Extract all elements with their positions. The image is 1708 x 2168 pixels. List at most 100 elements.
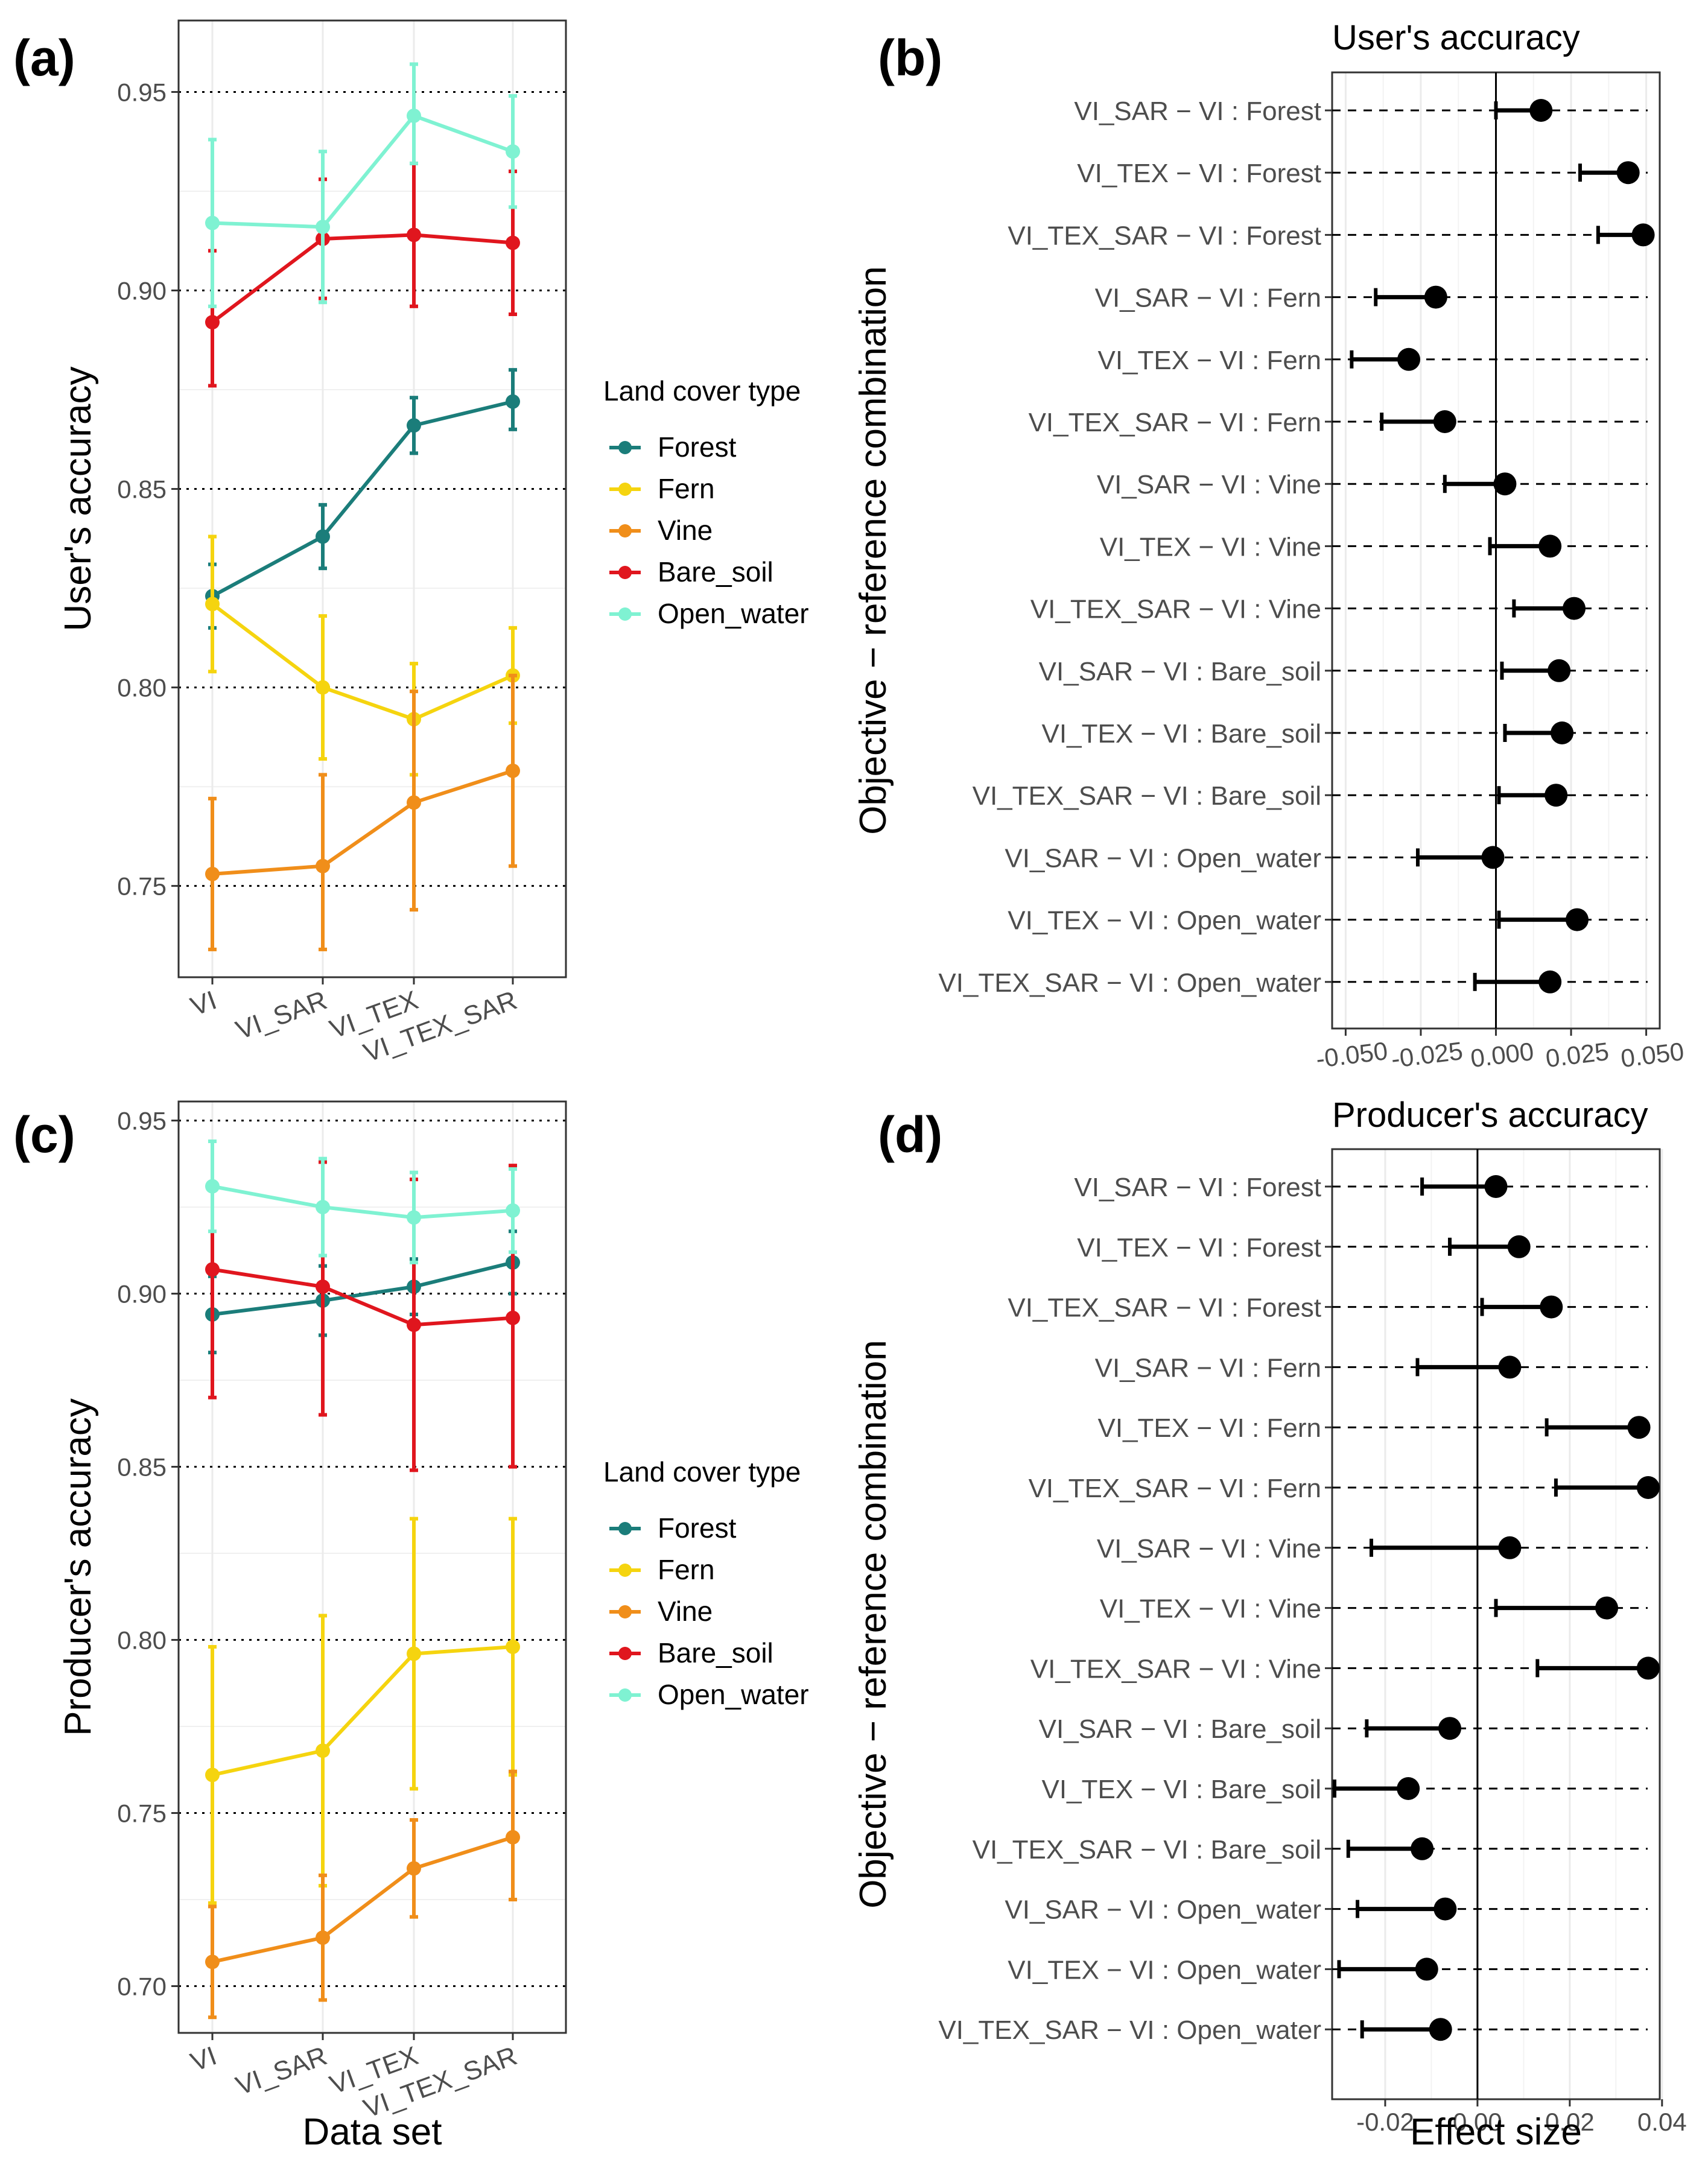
series-line bbox=[212, 1267, 513, 1327]
row-label: VI_SAR − VI : Vine bbox=[1097, 470, 1321, 499]
data-point bbox=[506, 1640, 520, 1655]
legend-label: Forest bbox=[658, 431, 737, 463]
y-tick-label: 0.80 bbox=[117, 674, 167, 702]
row-label: VI_TEX_SAR − VI : Fern bbox=[1029, 408, 1321, 437]
estimate-point bbox=[1551, 721, 1574, 744]
legend-key-point bbox=[618, 1605, 632, 1618]
row-label: VI_SAR − VI : Bare_soil bbox=[1039, 657, 1321, 686]
x-tick-label: 0.00 bbox=[1453, 2108, 1502, 2136]
row-label: VI_SAR − VI : Open_water bbox=[1005, 1895, 1321, 1925]
row-vi-sar-vi-fern: VI_SAR − VI : Fern bbox=[1095, 284, 1447, 313]
row-vi-tex-vi-vine: VI_TEX − VI : Vine bbox=[1100, 532, 1562, 562]
row-label: VI_TEX_SAR − VI : Forest bbox=[1008, 221, 1321, 250]
legend-label: Open_water bbox=[658, 598, 809, 629]
legend-label: Fern bbox=[658, 1554, 715, 1585]
row-vi-tex-sar-vi-vine: VI_TEX_SAR − VI : Vine bbox=[1030, 1654, 1660, 1684]
legend-label: Bare_soil bbox=[658, 1637, 773, 1669]
row-vi-sar-vi-fern: VI_SAR − VI : Fern bbox=[1095, 1353, 1522, 1383]
row-vi-sar-vi-bare-soil: VI_SAR − VI : Bare_soil bbox=[1039, 1714, 1462, 1744]
data-point bbox=[316, 680, 330, 695]
legend-label: Open_water bbox=[658, 1679, 809, 1710]
y-axis-title: Producer's accuracy bbox=[57, 1398, 99, 1736]
estimate-point bbox=[1415, 1957, 1438, 1981]
plot-background bbox=[179, 21, 566, 977]
panel-tag: (c) bbox=[13, 1106, 75, 1163]
estimate-point bbox=[1424, 285, 1447, 309]
data-point bbox=[205, 1262, 220, 1277]
legend-key-point bbox=[618, 1564, 632, 1577]
legend-key-point bbox=[618, 441, 632, 454]
row-vi-tex-vi-forest: VI_TEX − VI : Forest bbox=[1077, 1233, 1531, 1263]
row-label: VI_SAR − VI : Open_water bbox=[1005, 843, 1321, 873]
legend-key-point bbox=[618, 566, 632, 579]
x-tick-label: -0.02 bbox=[1356, 2108, 1414, 2136]
data-point bbox=[316, 1930, 330, 1945]
y-tick-label: 0.95 bbox=[117, 1107, 167, 1135]
row-vi-sar-vi-vine: VI_SAR − VI : Vine bbox=[1097, 1534, 1522, 1564]
row-label: VI_TEX − VI : Open_water bbox=[1008, 1955, 1321, 1985]
row-label: VI_TEX − VI : Forest bbox=[1077, 1233, 1321, 1263]
y-tick-label: 0.85 bbox=[117, 475, 167, 504]
panel-b: VI_SAR − VI : Forest VI_TEX − VI : Forest… bbox=[852, 18, 1686, 1073]
estimate-point bbox=[1627, 1416, 1651, 1439]
data-point bbox=[205, 1179, 220, 1194]
series-line bbox=[212, 1645, 513, 1777]
y-axis-title: Objective − reference combination bbox=[852, 266, 894, 835]
panel-title: User's accuracy bbox=[1332, 18, 1580, 57]
legend-label: Fern bbox=[658, 473, 715, 504]
estimate-point bbox=[1548, 659, 1571, 682]
data-point bbox=[316, 1279, 330, 1295]
row-vi-tex-sar-vi-bare-soil: VI_TEX_SAR − VI : Bare_soil bbox=[973, 1835, 1434, 1865]
data-point bbox=[407, 1210, 421, 1225]
data-point bbox=[205, 1767, 220, 1783]
series-bare-soil bbox=[205, 161, 520, 388]
data-point bbox=[205, 866, 220, 881]
legend-key-point bbox=[618, 483, 632, 496]
panel-d: VI_SAR − VI : Forest VI_TEX − VI : Forest… bbox=[852, 1095, 1687, 2153]
row-label: VI_TEX − VI : Vine bbox=[1100, 1594, 1321, 1624]
legend-label: Vine bbox=[658, 1596, 713, 1627]
row-label: VI_SAR − VI : Forest bbox=[1074, 97, 1321, 126]
estimate-point bbox=[1484, 1175, 1508, 1198]
legend-label: Vine bbox=[658, 515, 713, 546]
legend-key-point bbox=[618, 607, 632, 621]
row-label: VI_TEX − VI : Forest bbox=[1077, 159, 1321, 188]
estimate-point bbox=[1538, 534, 1562, 558]
row-label: VI_TEX − VI : Fern bbox=[1098, 346, 1321, 375]
row-vi-tex-vi-vine: VI_TEX − VI : Vine bbox=[1100, 1594, 1619, 1624]
estimate-point bbox=[1636, 1476, 1660, 1499]
row-vi-tex-sar-vi-fern: VI_TEX_SAR − VI : Fern bbox=[1029, 408, 1456, 437]
x-tick-label: 0.04 bbox=[1637, 2108, 1687, 2136]
y-axis-title: User's accuracy bbox=[57, 366, 99, 631]
estimate-point bbox=[1429, 2018, 1452, 2041]
row-vi-tex-sar-vi-forest: VI_TEX_SAR − VI : Forest bbox=[1008, 221, 1655, 250]
data-point bbox=[205, 1954, 220, 1970]
estimate-point bbox=[1595, 1596, 1619, 1620]
estimate-point bbox=[1507, 1235, 1531, 1258]
plot-background bbox=[179, 1101, 566, 2033]
series-line bbox=[212, 1184, 513, 1220]
estimate-point bbox=[1563, 597, 1586, 620]
data-point bbox=[205, 315, 220, 330]
data-point bbox=[407, 1861, 421, 1876]
row-label: VI_TEX − VI : Vine bbox=[1100, 532, 1321, 562]
row-vi-tex-vi-fern: VI_TEX − VI : Fern bbox=[1098, 346, 1421, 375]
data-point bbox=[316, 529, 330, 544]
row-vi-sar-vi-bare-soil: VI_SAR − VI : Bare_soil bbox=[1039, 657, 1571, 686]
series-vine bbox=[205, 673, 520, 951]
y-tick-label: 0.95 bbox=[117, 78, 167, 106]
estimate-point bbox=[1411, 1837, 1434, 1860]
estimate-point bbox=[1566, 908, 1589, 931]
data-point bbox=[506, 1310, 520, 1325]
panel-tag: (b) bbox=[878, 30, 942, 86]
row-vi-tex-vi-open-water: VI_TEX − VI : Open_water bbox=[1008, 1955, 1438, 1985]
legend-key-point bbox=[618, 1522, 632, 1535]
x-axis-title: Data set bbox=[303, 2111, 442, 2153]
estimate-point bbox=[1540, 1295, 1563, 1319]
row-vi-tex-vi-forest: VI_TEX − VI : Forest bbox=[1077, 159, 1640, 188]
estimate-point bbox=[1616, 161, 1640, 185]
legend-label: Bare_soil bbox=[658, 556, 773, 588]
estimate-point bbox=[1481, 846, 1505, 869]
